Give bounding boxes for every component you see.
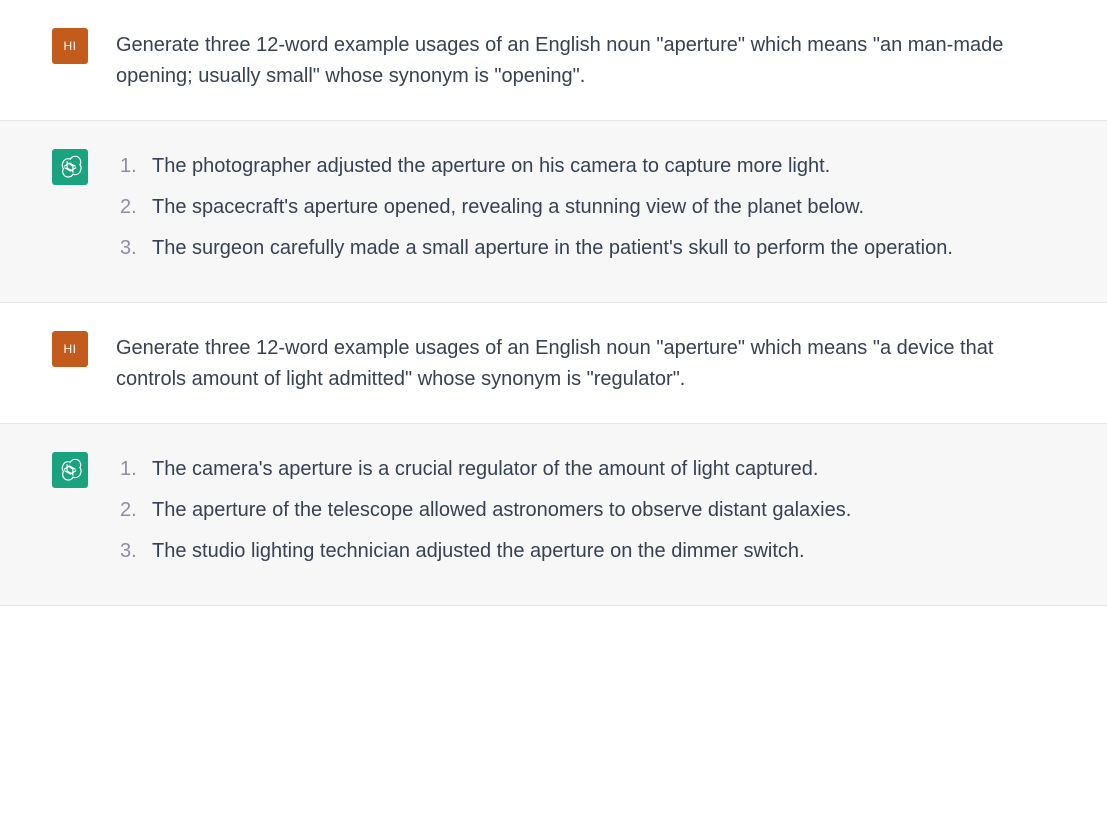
list-item: The photographer adjusted the aperture o… (152, 151, 1055, 182)
list-item: The spacecraft's aperture opened, reveal… (152, 192, 1055, 223)
user-avatar: HI (52, 28, 88, 64)
user-prompt-text: Generate three 12-word example usages of… (116, 28, 1055, 92)
list-item: The studio lighting technician adjusted … (152, 536, 1055, 567)
message-user: HI Generate three 12-word example usages… (0, 0, 1107, 121)
message-user: HI Generate three 12-word example usages… (0, 303, 1107, 424)
assistant-avatar (52, 452, 88, 488)
user-avatar: HI (52, 331, 88, 367)
list-item: The surgeon carefully made a small apert… (152, 233, 1055, 264)
message-assistant: The photographer adjusted the aperture o… (0, 121, 1107, 303)
openai-icon (58, 155, 82, 179)
user-avatar-label: HI (64, 342, 77, 356)
message-assistant: The camera's aperture is a crucial regul… (0, 424, 1107, 606)
assistant-response: The photographer adjusted the aperture o… (116, 149, 1055, 274)
list-item: The camera's aperture is a crucial regul… (152, 454, 1055, 485)
openai-icon (58, 458, 82, 482)
response-list: The photographer adjusted the aperture o… (116, 151, 1055, 264)
assistant-response: The camera's aperture is a crucial regul… (116, 452, 1055, 577)
list-item: The aperture of the telescope allowed as… (152, 495, 1055, 526)
user-prompt-text: Generate three 12-word example usages of… (116, 331, 1055, 395)
user-avatar-label: HI (64, 39, 77, 53)
response-list: The camera's aperture is a crucial regul… (116, 454, 1055, 567)
assistant-avatar (52, 149, 88, 185)
